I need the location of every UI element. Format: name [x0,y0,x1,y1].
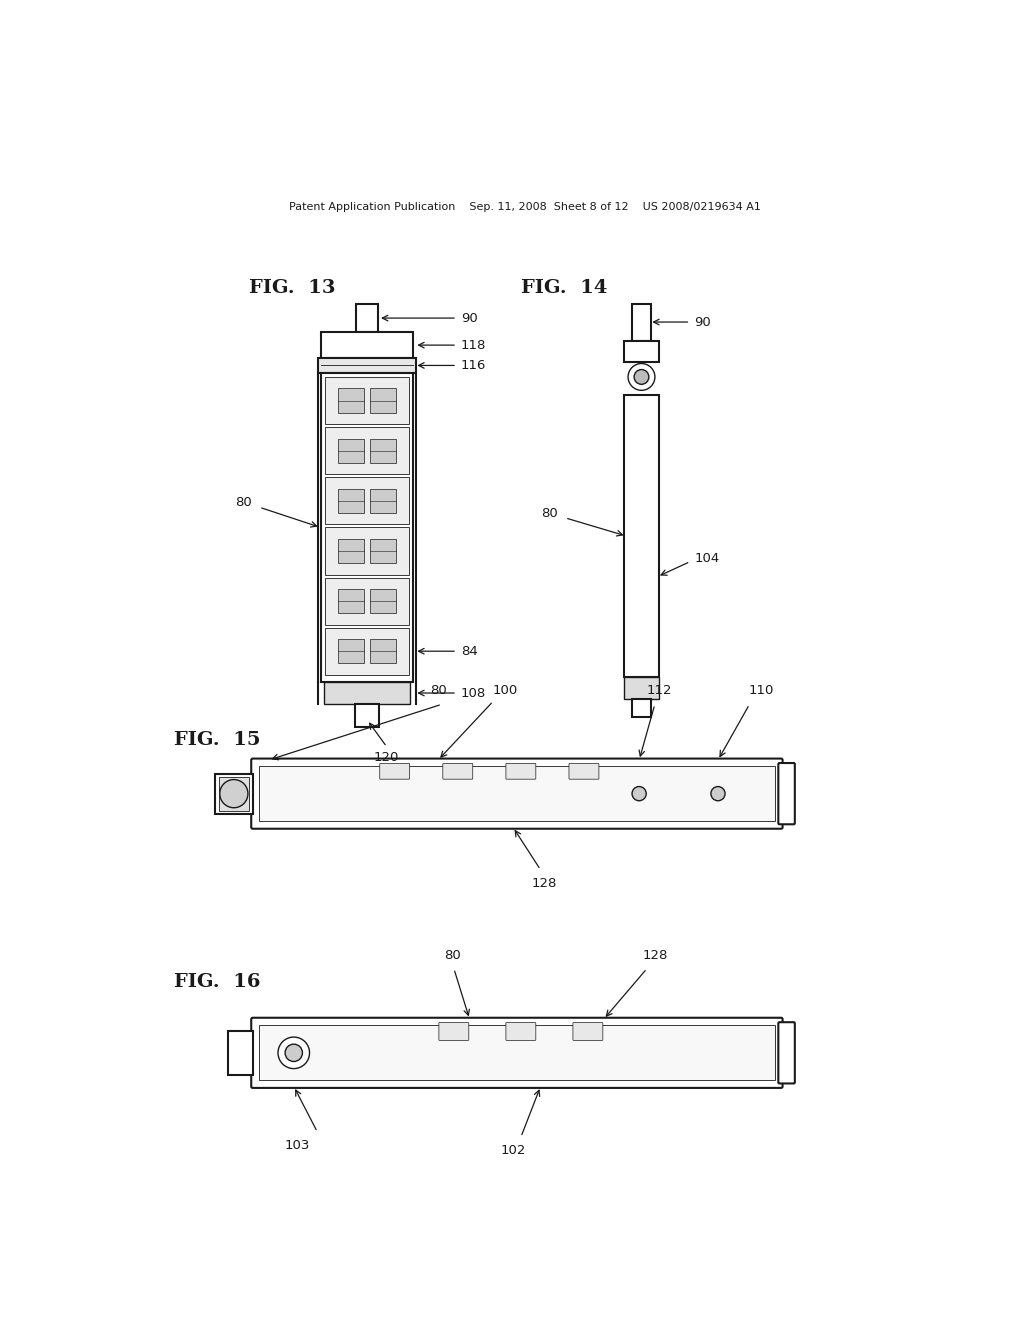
Text: FIG.  14: FIG. 14 [521,280,607,297]
Bar [625,342,658,362]
Bar [338,639,364,664]
FancyBboxPatch shape [442,763,473,779]
Bar [325,478,410,524]
Bar [356,304,378,333]
Text: 90: 90 [461,312,477,325]
FancyBboxPatch shape [506,763,536,779]
Circle shape [632,787,646,801]
Bar [325,578,410,624]
Text: 102: 102 [501,1144,525,1156]
Bar [322,374,413,682]
Text: 90: 90 [694,315,711,329]
Text: 110: 110 [749,685,774,697]
Circle shape [628,363,655,391]
Bar [371,388,396,413]
FancyBboxPatch shape [778,1022,795,1084]
Circle shape [285,1044,302,1061]
Bar [325,428,410,474]
Text: Patent Application Publication    Sep. 11, 2008  Sheet 8 of 12    US 2008/021963: Patent Application Publication Sep. 11, … [289,202,761,213]
FancyBboxPatch shape [572,1023,603,1040]
Bar [371,438,396,463]
Text: 128: 128 [642,949,668,962]
Text: 118: 118 [461,339,486,351]
Bar [325,528,410,574]
Bar [325,378,410,424]
Bar [219,776,249,810]
Bar [325,628,410,675]
Text: 80: 80 [443,949,461,962]
Circle shape [634,370,649,384]
Circle shape [711,787,725,801]
Text: 104: 104 [694,552,720,565]
Bar [338,488,364,513]
FancyBboxPatch shape [380,763,410,779]
Text: 80: 80 [430,685,446,697]
Bar [318,358,416,374]
Text: 112: 112 [646,685,672,697]
Bar [632,700,651,718]
Bar [355,704,379,726]
Text: 84: 84 [461,644,477,657]
Bar [371,589,396,614]
Bar [338,388,364,413]
Text: FIG.  15: FIG. 15 [174,731,260,748]
Text: 100: 100 [493,685,518,697]
Text: FIG.  16: FIG. 16 [174,973,260,991]
Bar [227,1031,253,1074]
Bar [322,333,413,358]
FancyBboxPatch shape [251,759,782,829]
Bar [632,304,651,342]
Text: FIG.  13: FIG. 13 [249,280,335,297]
Bar [338,438,364,463]
Bar [371,639,396,664]
Text: 128: 128 [531,876,557,890]
FancyBboxPatch shape [569,763,599,779]
FancyBboxPatch shape [778,763,795,824]
Bar [338,589,364,614]
Circle shape [278,1038,309,1069]
Bar [371,488,396,513]
Bar [338,539,364,564]
Text: 116: 116 [461,359,486,372]
Bar [259,766,775,821]
Bar [371,539,396,564]
Bar [215,774,253,813]
Text: 80: 80 [236,495,252,508]
FancyBboxPatch shape [251,1018,782,1088]
Bar [625,677,658,700]
Bar [324,682,411,704]
FancyBboxPatch shape [439,1023,469,1040]
Circle shape [220,780,248,808]
Text: 103: 103 [285,1139,309,1152]
FancyBboxPatch shape [506,1023,536,1040]
Text: 120: 120 [374,751,398,763]
Text: 108: 108 [461,686,486,700]
Text: 80: 80 [542,507,558,520]
Bar [625,396,658,677]
Bar [259,1026,775,1080]
